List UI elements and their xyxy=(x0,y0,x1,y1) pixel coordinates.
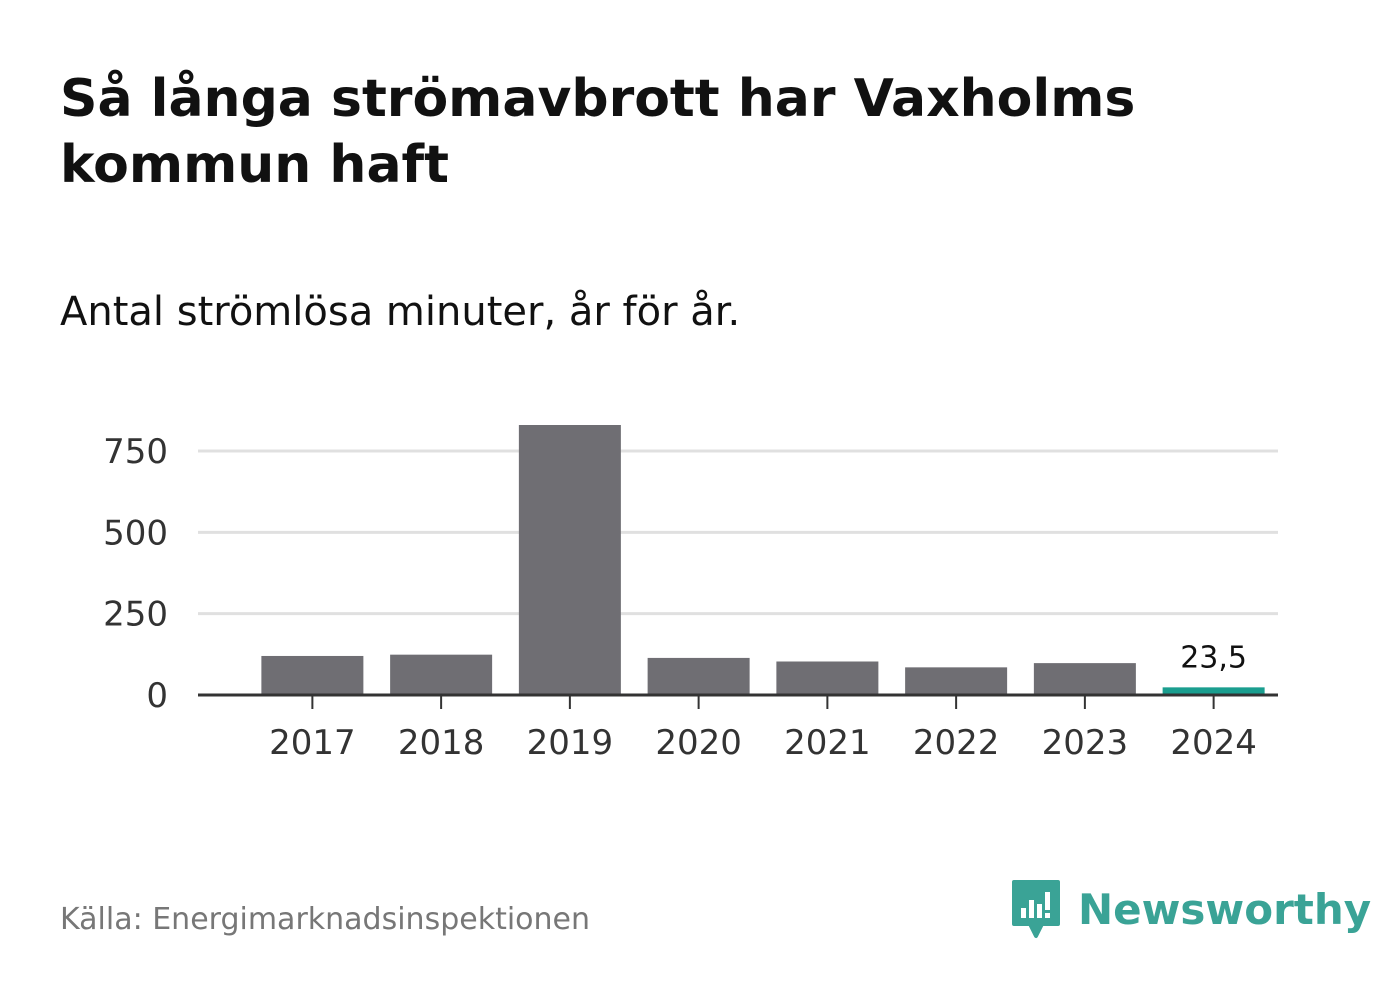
y-axis-ticks: 0 250 500 750 xyxy=(103,432,168,716)
y-tick-label-750: 750 xyxy=(103,432,168,472)
chart-title: Så långa strömavbrott har Vaxholms kommu… xyxy=(60,69,1136,195)
y-tick-label-500: 500 xyxy=(103,513,168,553)
bar-2017 xyxy=(261,655,364,695)
data-labels: 23,5 xyxy=(1180,640,1247,675)
data-label-2024: 23,5 xyxy=(1180,640,1247,675)
bar-2023 xyxy=(1033,663,1136,695)
chart-subtitle: Antal strömlösa minuter, år för år. xyxy=(60,289,741,335)
bar-2022 xyxy=(905,667,1008,695)
x-tick-label-2019: 2019 xyxy=(527,723,614,763)
bar-2018 xyxy=(390,654,493,695)
x-tick-label-2024: 2024 xyxy=(1170,723,1257,763)
x-tick-label-2017: 2017 xyxy=(269,723,356,763)
x-tick-label-2018: 2018 xyxy=(398,723,485,763)
bars xyxy=(261,425,1265,695)
x-tick-label-2022: 2022 xyxy=(913,723,1000,763)
bar-2021 xyxy=(776,661,879,695)
newsworthy-logo-icon xyxy=(1012,880,1060,938)
bar-2019 xyxy=(518,425,621,695)
source-note: Källa: Energimarknadsinspektionen xyxy=(60,902,591,937)
x-tick-label-2020: 2020 xyxy=(655,723,742,763)
x-tick-label-2021: 2021 xyxy=(784,723,871,763)
brand-name: Newsworthy xyxy=(1078,884,1372,934)
y-tick-label-0: 0 xyxy=(146,676,168,716)
bar-2024 xyxy=(1162,687,1265,695)
bar-2020 xyxy=(647,657,750,695)
x-tick-label-2023: 2023 xyxy=(1042,723,1129,763)
x-axis-ticks: 2017 2018 2019 2020 2021 2022 2023 2024 xyxy=(269,723,1257,763)
y-tick-label-250: 250 xyxy=(103,595,168,635)
x-axis xyxy=(198,693,1278,709)
grid-lines xyxy=(198,449,1278,616)
newsworthy-logo[interactable]: Newsworthy xyxy=(1010,878,1371,940)
